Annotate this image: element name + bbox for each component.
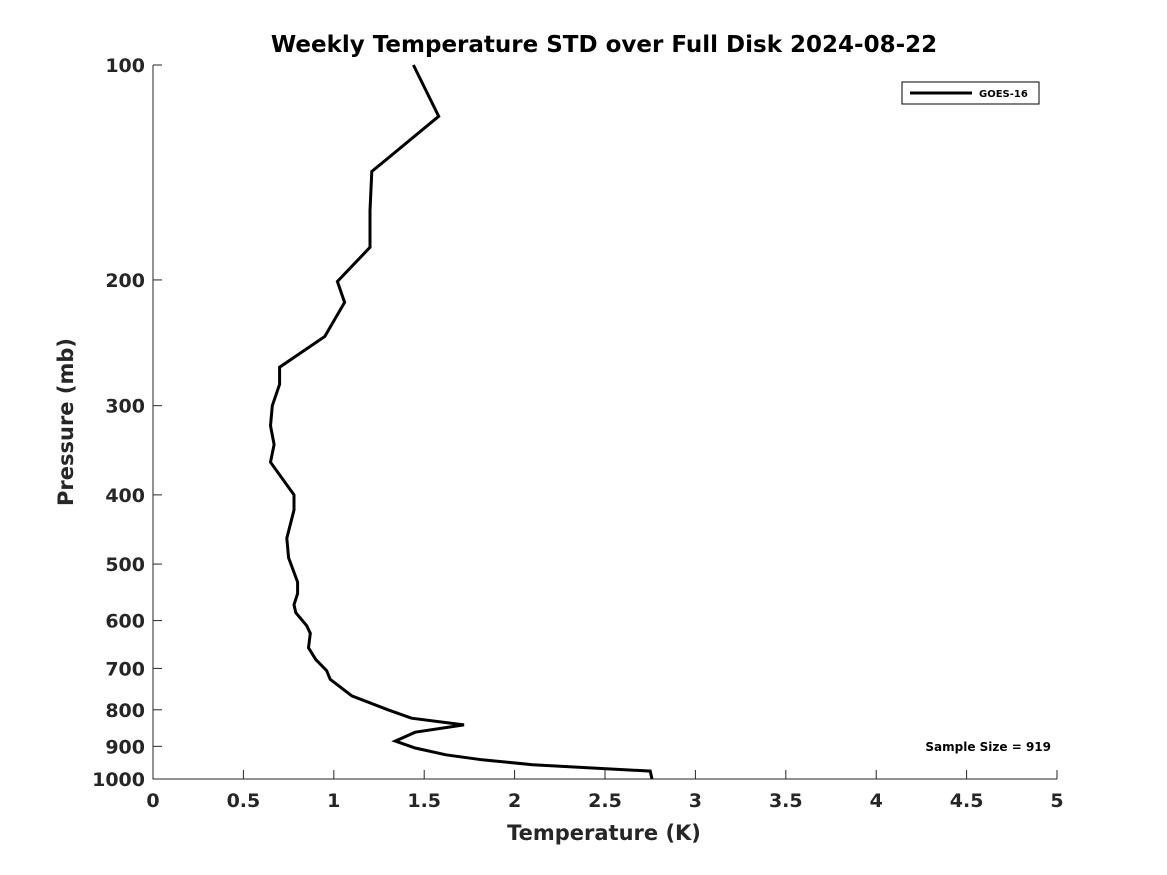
chart-title: Weekly Temperature STD over Full Disk 20…	[271, 32, 937, 58]
y-axis-ticks: 100 200 300 400 500 600 700 800 900 1000	[92, 55, 162, 791]
x-tick-label: 4	[870, 790, 883, 812]
x-tick-label: 1.5	[407, 790, 441, 812]
x-tick-label: 2	[508, 790, 521, 812]
x-tick-label: 0.5	[227, 790, 261, 812]
y-tick-label: 500	[105, 554, 145, 576]
sample-size-annotation: Sample Size = 919	[925, 740, 1051, 754]
x-tick-label: 3	[689, 790, 702, 812]
y-tick-label: 400	[105, 485, 145, 507]
y-tick-label: 200	[105, 270, 145, 292]
x-axis-title: Temperature (K)	[507, 821, 701, 845]
y-axis-title: Pressure (mb)	[54, 338, 78, 506]
series-line-goes-16	[268, 64, 654, 780]
x-axis-ticks: 0 0.5 1 1.5 2 2.5 3 3.5 4 4.5 5	[146, 770, 1064, 812]
y-tick-label: 900	[105, 736, 145, 758]
x-tick-label: 5	[1050, 790, 1063, 812]
y-tick-label: 800	[105, 700, 145, 722]
x-tick-label: 1	[327, 790, 340, 812]
y-tick-label: 300	[105, 396, 145, 418]
y-tick-label: 100	[105, 55, 145, 77]
x-tick-label: 0	[146, 790, 159, 812]
y-tick-label: 700	[105, 658, 145, 680]
y-tick-label: 1000	[92, 769, 145, 791]
legend-label-goes-16: GOES-16	[979, 89, 1028, 100]
axes-frame	[152, 65, 1057, 780]
x-tick-label: 2.5	[588, 790, 622, 812]
y-tick-label: 600	[105, 611, 145, 633]
x-tick-label: 4.5	[950, 790, 984, 812]
x-tick-label: 3.5	[769, 790, 803, 812]
legend: GOES-16	[901, 81, 1040, 105]
